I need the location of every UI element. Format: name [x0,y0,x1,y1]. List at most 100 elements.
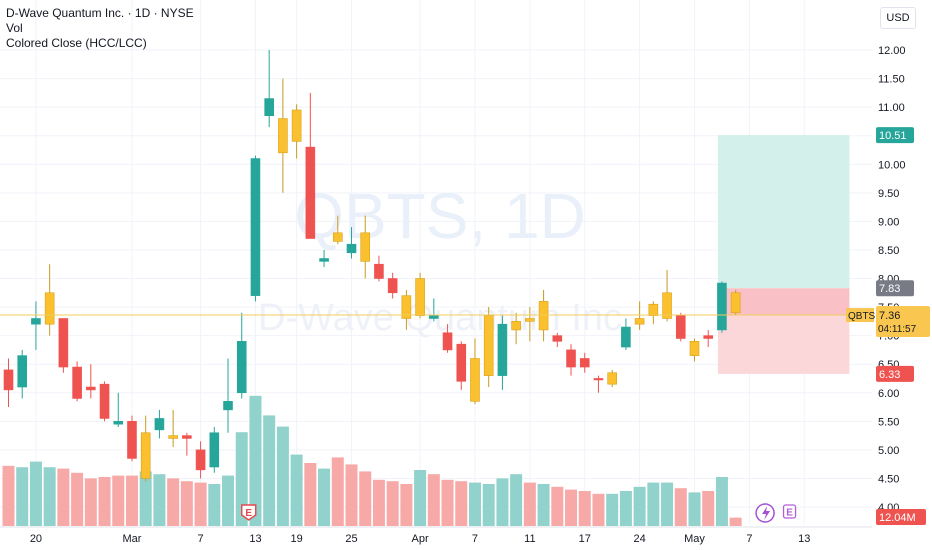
candle[interactable] [236,312,247,399]
volume-bar [153,474,166,526]
candle[interactable] [470,338,480,405]
candle-body [497,323,508,376]
candle[interactable] [319,249,329,268]
candle[interactable] [689,338,700,362]
price-tick-label: 8.50 [878,245,899,257]
candle[interactable] [621,318,631,350]
candle[interactable] [17,349,28,399]
volume-bar [71,472,84,526]
candle[interactable] [538,289,549,342]
candle-body [648,303,659,316]
candle[interactable] [415,272,425,319]
candle-body [566,349,576,368]
candle[interactable] [195,441,206,479]
candle[interactable] [374,255,384,282]
candle[interactable] [579,352,590,373]
candle[interactable] [140,415,151,482]
candle[interactable] [566,344,576,376]
candle-body [305,146,316,239]
candle[interactable] [607,369,617,388]
candle[interactable] [3,358,14,408]
lightning-event-marker[interactable] [755,503,775,523]
candle[interactable] [730,289,741,316]
volume-bar [16,467,29,526]
candle[interactable] [525,307,535,342]
candle-body [360,232,371,262]
candle[interactable] [154,409,165,439]
stop-price-badge-bg [876,365,914,382]
candle[interactable] [429,298,439,322]
candle[interactable] [662,269,672,322]
candle-body [17,355,28,388]
candle[interactable] [511,312,521,345]
volume-bar [263,415,276,526]
legend-colored-close-indicator[interactable]: Colored Close (HCC/LCC) [6,36,147,50]
volume-bar [523,482,536,526]
price-tick-label: 5.00 [878,445,899,457]
countdown-text: 04:11:57 [878,324,917,335]
candle[interactable] [675,312,686,342]
symbol-tag: QBTS [846,308,876,323]
legend-title[interactable]: D-Wave Quantum Inc. · 1D · NYSE [6,6,194,20]
entry-price-badge: 7.83 [876,280,914,297]
candle[interactable] [483,307,494,388]
candle-body [579,358,590,368]
time-tick-label: 25 [345,533,357,545]
candle-body [278,118,288,154]
volume-bar [729,517,742,526]
candle[interactable] [223,358,233,433]
candle[interactable] [182,432,192,456]
candle[interactable] [305,92,316,239]
candle[interactable] [72,361,82,402]
long-position-tool[interactable] [717,135,850,374]
candle[interactable] [127,415,137,462]
candle[interactable] [456,341,467,390]
legend-volume-indicator[interactable]: Vol [6,21,23,35]
price-tick-label: 10.00 [878,159,906,171]
candle[interactable] [401,289,412,330]
loss-zone[interactable] [717,315,850,374]
candle[interactable] [703,329,714,348]
stop-price-badge-text: 6.33 [879,369,900,381]
candle[interactable] [717,281,727,333]
volume-bar [345,464,358,526]
profit-zone[interactable] [717,135,850,289]
earnings-event-marker[interactable]: E [241,504,257,521]
earnings-label: E [786,508,793,519]
candle[interactable] [86,364,96,399]
volume-bar [647,482,660,526]
candle[interactable] [113,392,124,428]
earnings-event-marker[interactable]: E [782,504,797,519]
candle-body [717,282,727,331]
candle[interactable] [346,227,357,259]
candle[interactable] [360,215,371,279]
candle[interactable] [648,301,659,325]
candle[interactable] [44,264,55,336]
candle[interactable] [442,324,453,353]
candle[interactable] [250,155,261,302]
price-tick-label: 6.00 [878,388,899,400]
candlestick-series [3,50,741,482]
candle[interactable] [58,318,69,373]
candle[interactable] [593,375,604,393]
candle[interactable] [99,381,110,422]
candle[interactable] [291,104,302,159]
candle[interactable] [278,78,288,193]
candle[interactable] [209,427,220,473]
candle[interactable] [387,272,398,299]
candle[interactable] [497,315,508,390]
candle-body [332,232,343,242]
candle[interactable] [634,301,645,330]
candle[interactable] [332,215,343,245]
candle[interactable] [31,301,41,350]
candle-body [86,386,96,391]
candle-body [621,326,631,348]
candle-body [140,432,151,479]
volume-bar [661,482,674,526]
candle[interactable] [552,332,563,348]
currency-button[interactable]: USD [880,7,916,29]
candle[interactable] [264,50,274,128]
candle[interactable] [168,409,178,448]
candle-body [3,369,14,391]
